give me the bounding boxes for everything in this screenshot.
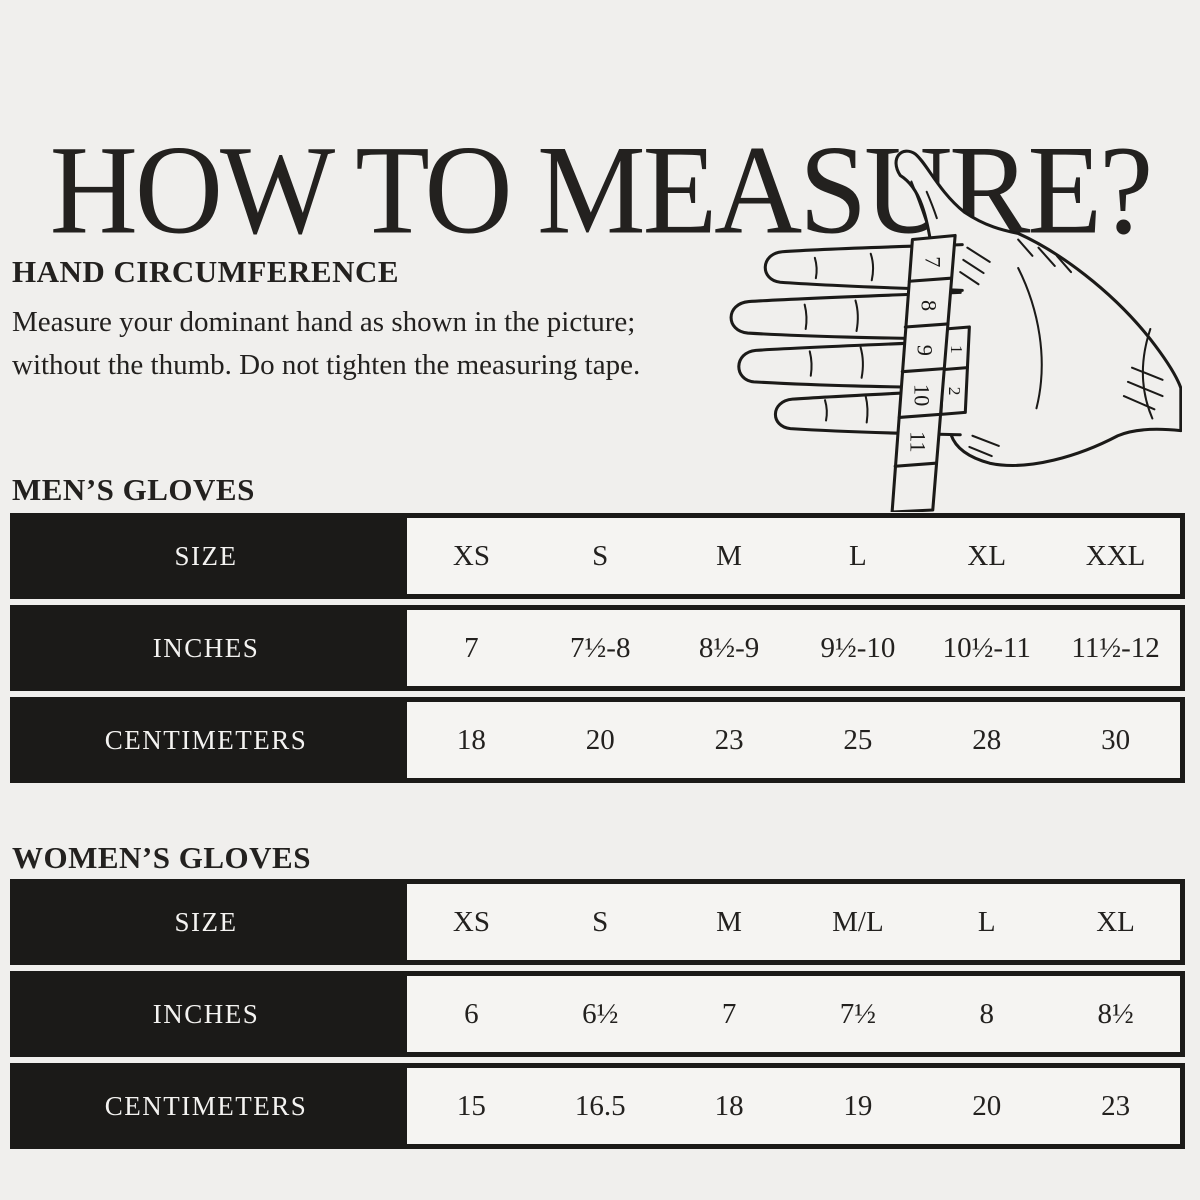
table-cell: XXL <box>1085 539 1146 572</box>
tape-numbers: 7 8 9 10 11 1 2 <box>905 256 966 452</box>
table-cell: 20 <box>585 723 615 756</box>
table-cell: XL <box>1096 905 1135 938</box>
table-cell: 23 <box>714 723 744 756</box>
svg-text:9: 9 <box>913 345 938 356</box>
table-cell: 6½ <box>582 997 619 1030</box>
table-cell: 20 <box>972 1089 1002 1122</box>
row-label-inches: INCHES <box>10 605 402 691</box>
row-label-centimeters: CENTIMETERS <box>10 1063 402 1149</box>
measuring-tape <box>890 233 957 512</box>
table-cell: 10½-11 <box>942 631 1031 664</box>
table-cell: M <box>716 905 742 938</box>
table-cell: S <box>592 539 609 572</box>
womens-gloves-table: SIZE XS S M M/L L XL INCHES 6 6½ 7 7½ 8 … <box>10 879 1185 1149</box>
table-row: INCHES 7 7½-8 8½-9 9½-10 10½-11 11½-12 <box>10 605 1185 691</box>
svg-text:7: 7 <box>921 256 946 267</box>
size-values: XS S M L XL XXL <box>402 513 1185 599</box>
svg-text:10: 10 <box>909 384 934 406</box>
size-values: XS S M M/L L XL <box>402 879 1185 965</box>
table-cell: 28 <box>972 723 1002 756</box>
table-cell: 7 <box>464 631 479 664</box>
table-cell: S <box>592 905 609 938</box>
table-cell: 19 <box>843 1089 873 1122</box>
svg-text:1: 1 <box>947 345 966 354</box>
table-cell: L <box>849 539 867 572</box>
table-cell: 25 <box>843 723 873 756</box>
svg-text:8: 8 <box>917 300 942 311</box>
table-cell: 6 <box>464 997 479 1030</box>
inches-values: 6 6½ 7 7½ 8 8½ <box>402 971 1185 1057</box>
centimeters-values: 18 20 23 25 28 30 <box>402 697 1185 783</box>
table-cell: 30 <box>1101 723 1131 756</box>
table-cell: XS <box>452 905 490 938</box>
table-cell: M/L <box>832 905 884 938</box>
svg-text:11: 11 <box>905 431 930 453</box>
table-cell: 7½ <box>839 997 877 1030</box>
middle-finger <box>729 290 962 341</box>
table-cell: M <box>716 539 742 572</box>
table-row: CENTIMETERS 15 16.5 18 19 20 23 <box>10 1063 1185 1149</box>
table-row: SIZE XS S M M/L L XL <box>10 879 1185 965</box>
table-row: INCHES 6 6½ 7 7½ 8 8½ <box>10 971 1185 1057</box>
womens-gloves-heading: WOMEN’S GLOVES <box>12 839 311 875</box>
table-cell: 7½-8 <box>570 631 631 664</box>
table-cell: 23 <box>1101 1089 1131 1122</box>
row-label-size: SIZE <box>10 879 402 965</box>
table-cell: 8½-9 <box>698 631 760 664</box>
hand-measuring-tape-illustration: 7 8 9 10 11 1 2 <box>729 149 1182 512</box>
table-cell: 18 <box>456 723 486 756</box>
table-cell: 7 <box>721 997 737 1030</box>
row-label-size: SIZE <box>10 513 402 599</box>
table-cell: XS <box>452 539 490 572</box>
table-cell: 15 <box>456 1089 486 1122</box>
mens-gloves-heading: MEN’S GLOVES <box>12 471 255 507</box>
table-cell: XL <box>967 539 1007 572</box>
svg-text:2: 2 <box>945 387 964 396</box>
table-row: CENTIMETERS 18 20 23 25 28 30 <box>10 697 1185 783</box>
table-row: SIZE XS S M L XL XXL <box>10 513 1185 599</box>
row-label-inches: INCHES <box>10 971 402 1057</box>
hand-detail-lines <box>803 180 1164 458</box>
mens-gloves-table: SIZE XS S M L XL XXL INCHES 7 7½-8 8½-9 … <box>10 513 1185 783</box>
hand-circumference-heading: HAND CIRCUMFERENCE <box>12 253 400 289</box>
table-cell: 11½-12 <box>1071 631 1160 664</box>
table-cell: 8 <box>979 997 994 1030</box>
table-cell: 16.5 <box>574 1089 626 1122</box>
table-cell: 9½-10 <box>820 631 896 664</box>
table-cell: 18 <box>714 1089 744 1122</box>
table-cell: 8½ <box>1097 997 1134 1030</box>
row-label-centimeters: CENTIMETERS <box>10 697 402 783</box>
table-cell: L <box>977 905 996 938</box>
centimeters-values: 15 16.5 18 19 20 23 <box>402 1063 1185 1149</box>
hand-circumference-text: Measure your dominant hand as shown in t… <box>12 306 641 381</box>
inches-values: 7 7½-8 8½-9 9½-10 10½-11 11½-12 <box>402 605 1185 691</box>
